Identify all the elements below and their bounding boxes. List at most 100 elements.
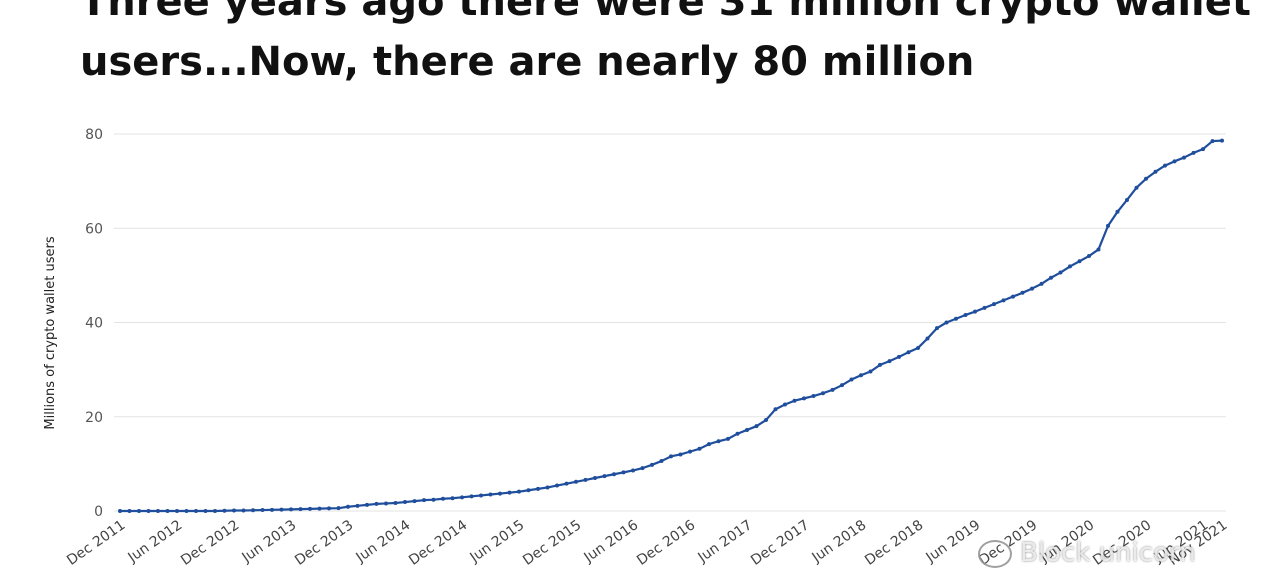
x-tick-label: Jun 2018 <box>809 517 870 566</box>
data-point <box>1210 139 1215 144</box>
data-point <box>745 427 749 432</box>
data-point <box>308 506 312 511</box>
y-tick-label: 20 <box>85 410 103 426</box>
data-point <box>488 492 493 497</box>
data-point <box>422 498 426 503</box>
data-point <box>773 407 778 412</box>
data-point <box>1030 286 1034 291</box>
data-point <box>289 507 293 512</box>
data-point <box>612 472 616 477</box>
data-point <box>840 383 844 388</box>
watermark-text: Block unicorn <box>1020 538 1196 568</box>
data-point <box>1144 176 1148 181</box>
data-point <box>241 508 246 513</box>
data-point <box>868 369 873 374</box>
data-point <box>621 470 626 475</box>
data-point <box>916 345 920 350</box>
data-point <box>1153 169 1158 174</box>
data-point <box>593 476 597 481</box>
data-point <box>992 302 996 307</box>
y-tick-label: 0 <box>94 504 103 520</box>
data-point <box>479 493 483 498</box>
data-point <box>906 350 911 355</box>
data-point <box>450 496 455 501</box>
data-point <box>260 508 265 513</box>
data-point <box>355 503 360 508</box>
data-point <box>1020 290 1025 295</box>
data-point <box>384 501 388 506</box>
data-point <box>688 449 692 454</box>
data-point <box>498 491 502 496</box>
y-tick-label: 80 <box>85 127 103 143</box>
data-point <box>678 452 683 457</box>
x-tick-label: Jun 2013 <box>239 517 300 566</box>
x-tick-label: Dec 2014 <box>406 517 470 569</box>
data-point <box>412 499 417 504</box>
data-point <box>783 402 787 407</box>
x-tick-label: Jun 2014 <box>353 517 414 566</box>
data-point <box>146 509 151 513</box>
x-tick-label: Dec 2012 <box>178 517 242 569</box>
data-point <box>859 373 863 378</box>
data-point <box>1068 264 1072 269</box>
data-point <box>583 477 588 482</box>
data-point <box>1182 155 1186 160</box>
chart-title: Three years ago there were 31 million cr… <box>80 0 1252 85</box>
data-point <box>403 500 407 505</box>
x-tick-label: Dec 2018 <box>862 517 926 569</box>
data-point <box>878 362 882 367</box>
y-tick-label: 40 <box>85 316 103 332</box>
data-point <box>602 474 607 479</box>
data-point <box>460 495 464 500</box>
data-point <box>526 488 531 493</box>
y-axis-label: Millions of crypto wallet users <box>43 236 58 429</box>
data-point <box>735 431 740 436</box>
data-point <box>1125 197 1129 202</box>
data-point <box>517 489 521 494</box>
x-tick-label: Jun 2019 <box>923 517 984 566</box>
data-point <box>1191 150 1196 155</box>
data-point <box>1011 294 1015 299</box>
data-point <box>317 506 322 511</box>
data-point <box>156 509 160 513</box>
data-point <box>270 507 274 512</box>
data-point <box>707 442 711 447</box>
x-tick-label: Jun 2017 <box>695 517 756 566</box>
data-point <box>1087 254 1091 259</box>
data-point <box>298 507 303 512</box>
data-point <box>507 490 512 495</box>
data-point <box>1096 247 1101 252</box>
data-point <box>374 501 379 506</box>
data-point <box>184 509 189 513</box>
data-point <box>925 336 930 341</box>
data-point <box>640 466 645 471</box>
data-point <box>431 497 436 502</box>
data-point <box>165 509 170 513</box>
data-point <box>1172 159 1177 164</box>
data-point <box>1106 223 1110 228</box>
data-point <box>1039 281 1044 286</box>
y-tick-label: 60 <box>85 221 103 237</box>
data-point <box>194 509 198 513</box>
data-point <box>469 494 474 499</box>
data-point <box>669 454 673 459</box>
data-point <box>127 509 132 513</box>
data-point <box>821 391 825 396</box>
data-point <box>137 509 141 513</box>
data-point <box>536 486 540 491</box>
x-tick-label: Dec 2015 <box>520 517 584 569</box>
data-point <box>251 508 255 513</box>
data-point <box>631 468 635 473</box>
x-tick-label: Dec 2016 <box>634 517 698 569</box>
x-tick-label: Jun 2016 <box>581 517 642 566</box>
data-point <box>830 387 835 392</box>
data-point <box>365 502 369 507</box>
x-tick-label: Jun 2012 <box>125 517 186 566</box>
data-point <box>1163 163 1167 168</box>
data-point <box>963 312 968 317</box>
watermark: Block unicorn <box>978 538 1196 568</box>
data-point <box>327 506 331 511</box>
x-tick-label: Dec 2017 <box>748 517 812 569</box>
data-point <box>973 309 977 314</box>
